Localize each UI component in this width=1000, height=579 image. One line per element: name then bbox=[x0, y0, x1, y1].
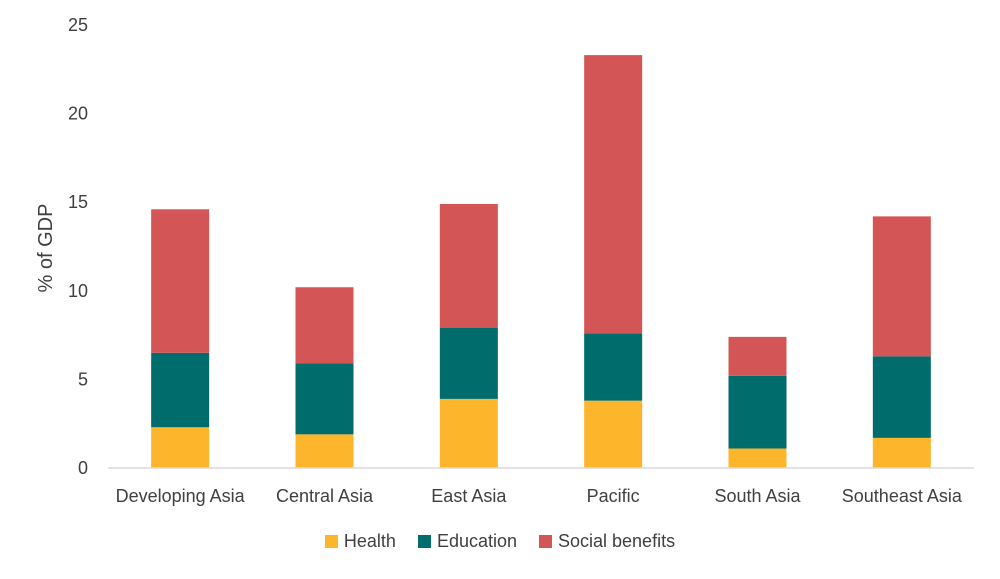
legend-item: Health bbox=[324, 531, 396, 552]
bar-segment-social-benefits bbox=[151, 209, 210, 353]
legend-swatch bbox=[417, 535, 431, 548]
legend-label: Health bbox=[343, 531, 396, 551]
bar-segment-social-benefits bbox=[728, 336, 787, 376]
y-tick-label: 25 bbox=[68, 15, 88, 35]
category-label: East Asia bbox=[431, 486, 507, 506]
bar-segment-health bbox=[584, 400, 643, 468]
bar-segment-health bbox=[728, 448, 787, 468]
category-label: Southeast Asia bbox=[842, 486, 963, 506]
y-tick-label: 5 bbox=[78, 369, 88, 389]
bars-group bbox=[151, 55, 931, 468]
y-tick-label: 15 bbox=[68, 192, 88, 212]
legend-item: Education bbox=[417, 531, 517, 552]
y-tick-label: 10 bbox=[68, 281, 88, 301]
y-axis-label: % of GDP bbox=[35, 204, 57, 293]
category-label: Central Asia bbox=[276, 486, 374, 506]
bar-segment-social-benefits bbox=[439, 203, 498, 329]
category-label: Pacific bbox=[587, 486, 640, 506]
category-labels: Developing Asia Central Asia East Asia Paci… bbox=[116, 486, 963, 506]
bar-segment-health bbox=[439, 398, 498, 468]
legend-swatch bbox=[539, 535, 552, 548]
bar-segment-social-benefits bbox=[295, 287, 354, 364]
bar-segment-education bbox=[872, 356, 931, 438]
bar-segment-social-benefits bbox=[872, 216, 931, 357]
legend-item: Social benefits bbox=[539, 531, 675, 552]
bar-segment-education bbox=[439, 328, 498, 399]
bar-segment-education bbox=[295, 363, 354, 435]
category-label: South Asia bbox=[714, 486, 801, 506]
bar-segment-education bbox=[728, 375, 787, 449]
y-tick-label: 0 bbox=[78, 458, 88, 478]
bar-segment-education bbox=[151, 352, 210, 428]
bar-segment-health bbox=[295, 434, 354, 468]
legend-label: Social benefits bbox=[558, 531, 676, 551]
legend-label: Education bbox=[436, 531, 517, 551]
legend-swatch bbox=[324, 535, 338, 548]
y-axis-ticks: 0 5 10 15 20 25 bbox=[68, 15, 88, 478]
bar-segment-education bbox=[584, 333, 643, 401]
legend: Health Education Social benefits bbox=[0, 531, 1000, 552]
category-label: Developing Asia bbox=[116, 486, 246, 506]
bar-segment-health bbox=[151, 427, 210, 468]
bar-segment-social-benefits bbox=[584, 55, 643, 334]
y-tick-label: 20 bbox=[68, 104, 88, 124]
bar-segment-health bbox=[872, 437, 931, 468]
